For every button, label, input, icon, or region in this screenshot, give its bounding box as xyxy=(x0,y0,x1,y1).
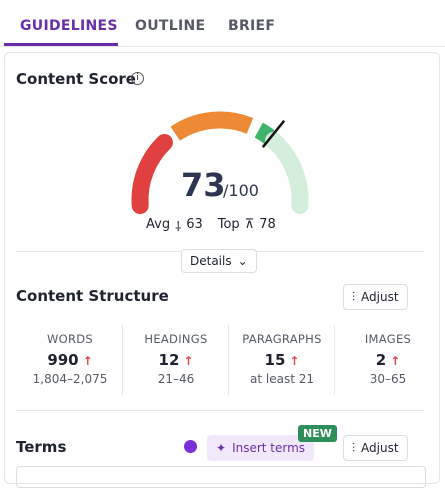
metric: IMAGES 2 ↑ 30–65 xyxy=(334,332,442,386)
metric-value: 990 xyxy=(47,351,79,369)
metric-range: 21–46 xyxy=(157,372,195,386)
terms-title: Terms xyxy=(16,438,67,456)
metric-value: 15 xyxy=(264,351,286,369)
details-text: Details xyxy=(190,254,232,268)
column-divider xyxy=(334,325,335,395)
metric-label: PARAGRAPHS xyxy=(242,332,322,346)
metric-label: IMAGES xyxy=(364,332,412,346)
tab-divider xyxy=(0,46,445,47)
terms-box xyxy=(16,466,426,488)
up-arrow: ↑ xyxy=(390,354,401,368)
metric-range: 30–65 xyxy=(369,372,407,386)
adjust-text: Adjust xyxy=(361,290,399,304)
tab-brief[interactable]: BRIEF xyxy=(228,18,276,34)
metric-label: WORDS xyxy=(46,332,94,346)
metric-value: 12 xyxy=(158,351,180,369)
top-label: Top xyxy=(217,217,240,232)
adjust-button[interactable]: ⫶ Adjust xyxy=(343,284,408,310)
details-button[interactable]: Details ⌄ xyxy=(181,249,257,273)
metric-value: 2 xyxy=(375,351,387,369)
metric: PARAGRAPHS 15 ↑ at least 21 xyxy=(228,332,336,386)
up-arrow: ↑ xyxy=(289,354,300,368)
avg-value: 63 xyxy=(186,217,203,232)
gauge-segment xyxy=(265,132,309,215)
metric-range: at least 21 xyxy=(250,372,314,386)
terms-adjust-button[interactable]: ⫶ Adjust xyxy=(343,435,408,461)
avg-label: Avg xyxy=(146,217,171,232)
metric: HEADINGS 12 ↑ 21–46 xyxy=(122,332,230,386)
top-value: 78 xyxy=(259,217,276,232)
column-divider xyxy=(228,325,229,395)
content-structure-title: Content Structure xyxy=(16,287,169,305)
gauge-needle xyxy=(261,119,286,148)
metric-range: 1,804–2,075 xyxy=(32,372,108,386)
tab-underline xyxy=(4,43,118,46)
info-icon[interactable]: i xyxy=(131,72,144,85)
score: 73 xyxy=(181,166,226,204)
page: GUIDELINES OUTLINE BRIEF Content Score i… xyxy=(0,18,445,488)
terms-adjust-text: Adjust xyxy=(361,441,399,455)
up-arrow: ↑ xyxy=(183,354,194,368)
divider xyxy=(16,410,424,411)
tab-outline[interactable]: OUTLINE xyxy=(135,18,206,34)
gauge-segment xyxy=(131,133,173,215)
insert-text: Insert terms xyxy=(232,441,306,455)
status-dot xyxy=(184,440,197,453)
top-icon: ⊼ xyxy=(244,217,255,232)
avg-icon: ⸸ xyxy=(175,220,182,235)
content-score-title: Content Score xyxy=(16,70,136,88)
up-arrow: ↑ xyxy=(82,354,93,368)
score-max: /100 xyxy=(223,181,259,200)
new-badge: NEW xyxy=(298,425,337,442)
gauge xyxy=(131,111,309,215)
tab-guidelines[interactable]: GUIDELINES xyxy=(20,18,118,34)
metric: WORDS 990 ↑ 1,804–2,075 xyxy=(16,332,124,386)
metric-label: HEADINGS xyxy=(144,332,208,346)
insert-terms-button[interactable]: ✦ Insert terms xyxy=(207,435,315,461)
column-divider xyxy=(122,325,123,395)
avg-top: Avg ⸸ 63 Top ⊼ 78 xyxy=(146,217,276,235)
gauge-segment xyxy=(170,111,254,141)
